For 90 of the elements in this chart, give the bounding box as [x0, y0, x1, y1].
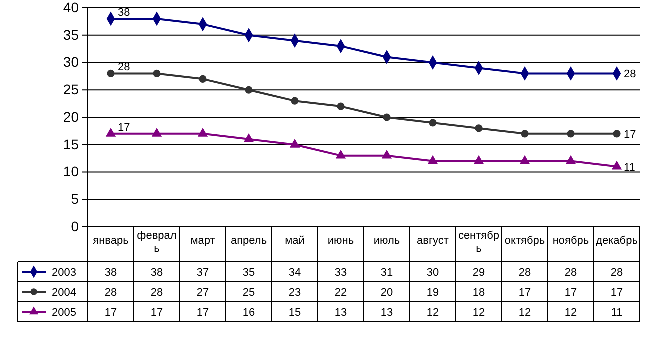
point	[566, 155, 576, 164]
y-tick-label: 5	[71, 191, 80, 208]
data-label: 29	[472, 267, 486, 279]
y-tick-label: 25	[63, 82, 80, 98]
point	[382, 150, 392, 159]
annotation: 11	[624, 162, 636, 174]
data-label: 28	[610, 267, 624, 279]
point	[107, 70, 115, 78]
point	[428, 155, 438, 164]
y-tick-label: 35	[63, 26, 80, 43]
annotation: 17	[624, 128, 636, 141]
point	[245, 86, 253, 94]
x-tick-label: октябрь	[504, 235, 546, 247]
x-tick-label: ноябрь	[552, 235, 590, 247]
x-tick-label: январь	[93, 235, 130, 247]
data-label: 28	[518, 267, 532, 279]
x-tick-label: июнь	[328, 235, 354, 247]
data-label: 35	[242, 267, 256, 279]
y-tick-label: 10	[63, 164, 80, 180]
point	[520, 155, 530, 164]
data-label: 17	[610, 287, 624, 299]
x-tick-label: сентябрь	[458, 230, 500, 255]
legend-label: 2005	[52, 307, 76, 319]
x-tick-label: февраль	[137, 230, 177, 255]
point	[475, 124, 483, 132]
point	[244, 134, 254, 142]
point	[290, 138, 300, 148]
point	[199, 75, 207, 83]
data-label: 13	[334, 307, 348, 319]
data-label: 17	[196, 307, 210, 319]
data-label: 13	[380, 307, 394, 319]
point	[521, 130, 529, 138]
point	[152, 128, 162, 137]
point	[383, 114, 391, 122]
data-label: 25	[242, 287, 256, 299]
y-tick-label: 30	[63, 54, 80, 70]
data-label: 27	[196, 287, 210, 299]
annotation: 38	[118, 6, 130, 19]
data-label: 28	[564, 267, 578, 279]
data-label: 11	[611, 307, 623, 319]
data-label: 17	[518, 287, 532, 299]
data-label: 38	[104, 267, 118, 279]
point	[337, 102, 345, 110]
y-tick-label: 0	[71, 218, 80, 234]
data-label: 12	[564, 307, 578, 319]
x-tick-label: март	[190, 235, 216, 247]
point	[153, 70, 161, 78]
x-tick-label: декабрь	[596, 235, 638, 247]
legend-label: 2003	[52, 267, 76, 279]
data-label: 22	[334, 287, 348, 299]
data-label: 15	[288, 307, 302, 319]
point	[336, 150, 346, 159]
point	[613, 130, 621, 138]
annotation: 17	[118, 122, 130, 134]
x-tick-label: июль	[374, 235, 400, 247]
data-label: 16	[242, 307, 256, 319]
annotation: 28	[118, 62, 130, 74]
data-label: 30	[426, 267, 440, 279]
point	[474, 155, 484, 164]
data-label: 31	[380, 267, 394, 279]
data-label: 28	[104, 287, 118, 299]
point	[612, 160, 622, 170]
data-label: 23	[288, 287, 302, 299]
x-tick-label: август	[417, 235, 449, 247]
x-tick-label: апрель	[230, 235, 268, 247]
data-label: 18	[472, 287, 486, 299]
data-label: 12	[518, 307, 532, 319]
data-label: 17	[104, 307, 118, 319]
point	[198, 128, 208, 137]
data-label: 17	[564, 287, 578, 299]
data-label: 19	[426, 287, 440, 299]
data-label: 37	[196, 267, 210, 279]
data-label: 12	[472, 307, 486, 319]
legend-label: 2004	[52, 287, 76, 299]
data-label: 12	[426, 307, 440, 319]
point	[106, 128, 116, 137]
data-label: 28	[150, 287, 164, 299]
data-label: 20	[380, 287, 394, 299]
x-tick-label: май	[285, 235, 305, 247]
y-tick-label: 40	[63, 0, 80, 16]
data-label: 34	[288, 267, 302, 279]
point	[567, 130, 575, 138]
data-label: 17	[150, 307, 164, 319]
data-label: 33	[334, 267, 348, 279]
data-label: 38	[150, 267, 164, 279]
annotation: 28	[624, 68, 636, 81]
point	[291, 97, 299, 105]
y-tick-label: 20	[63, 108, 80, 125]
point	[429, 119, 437, 127]
y-tick-label: 15	[63, 136, 80, 152]
